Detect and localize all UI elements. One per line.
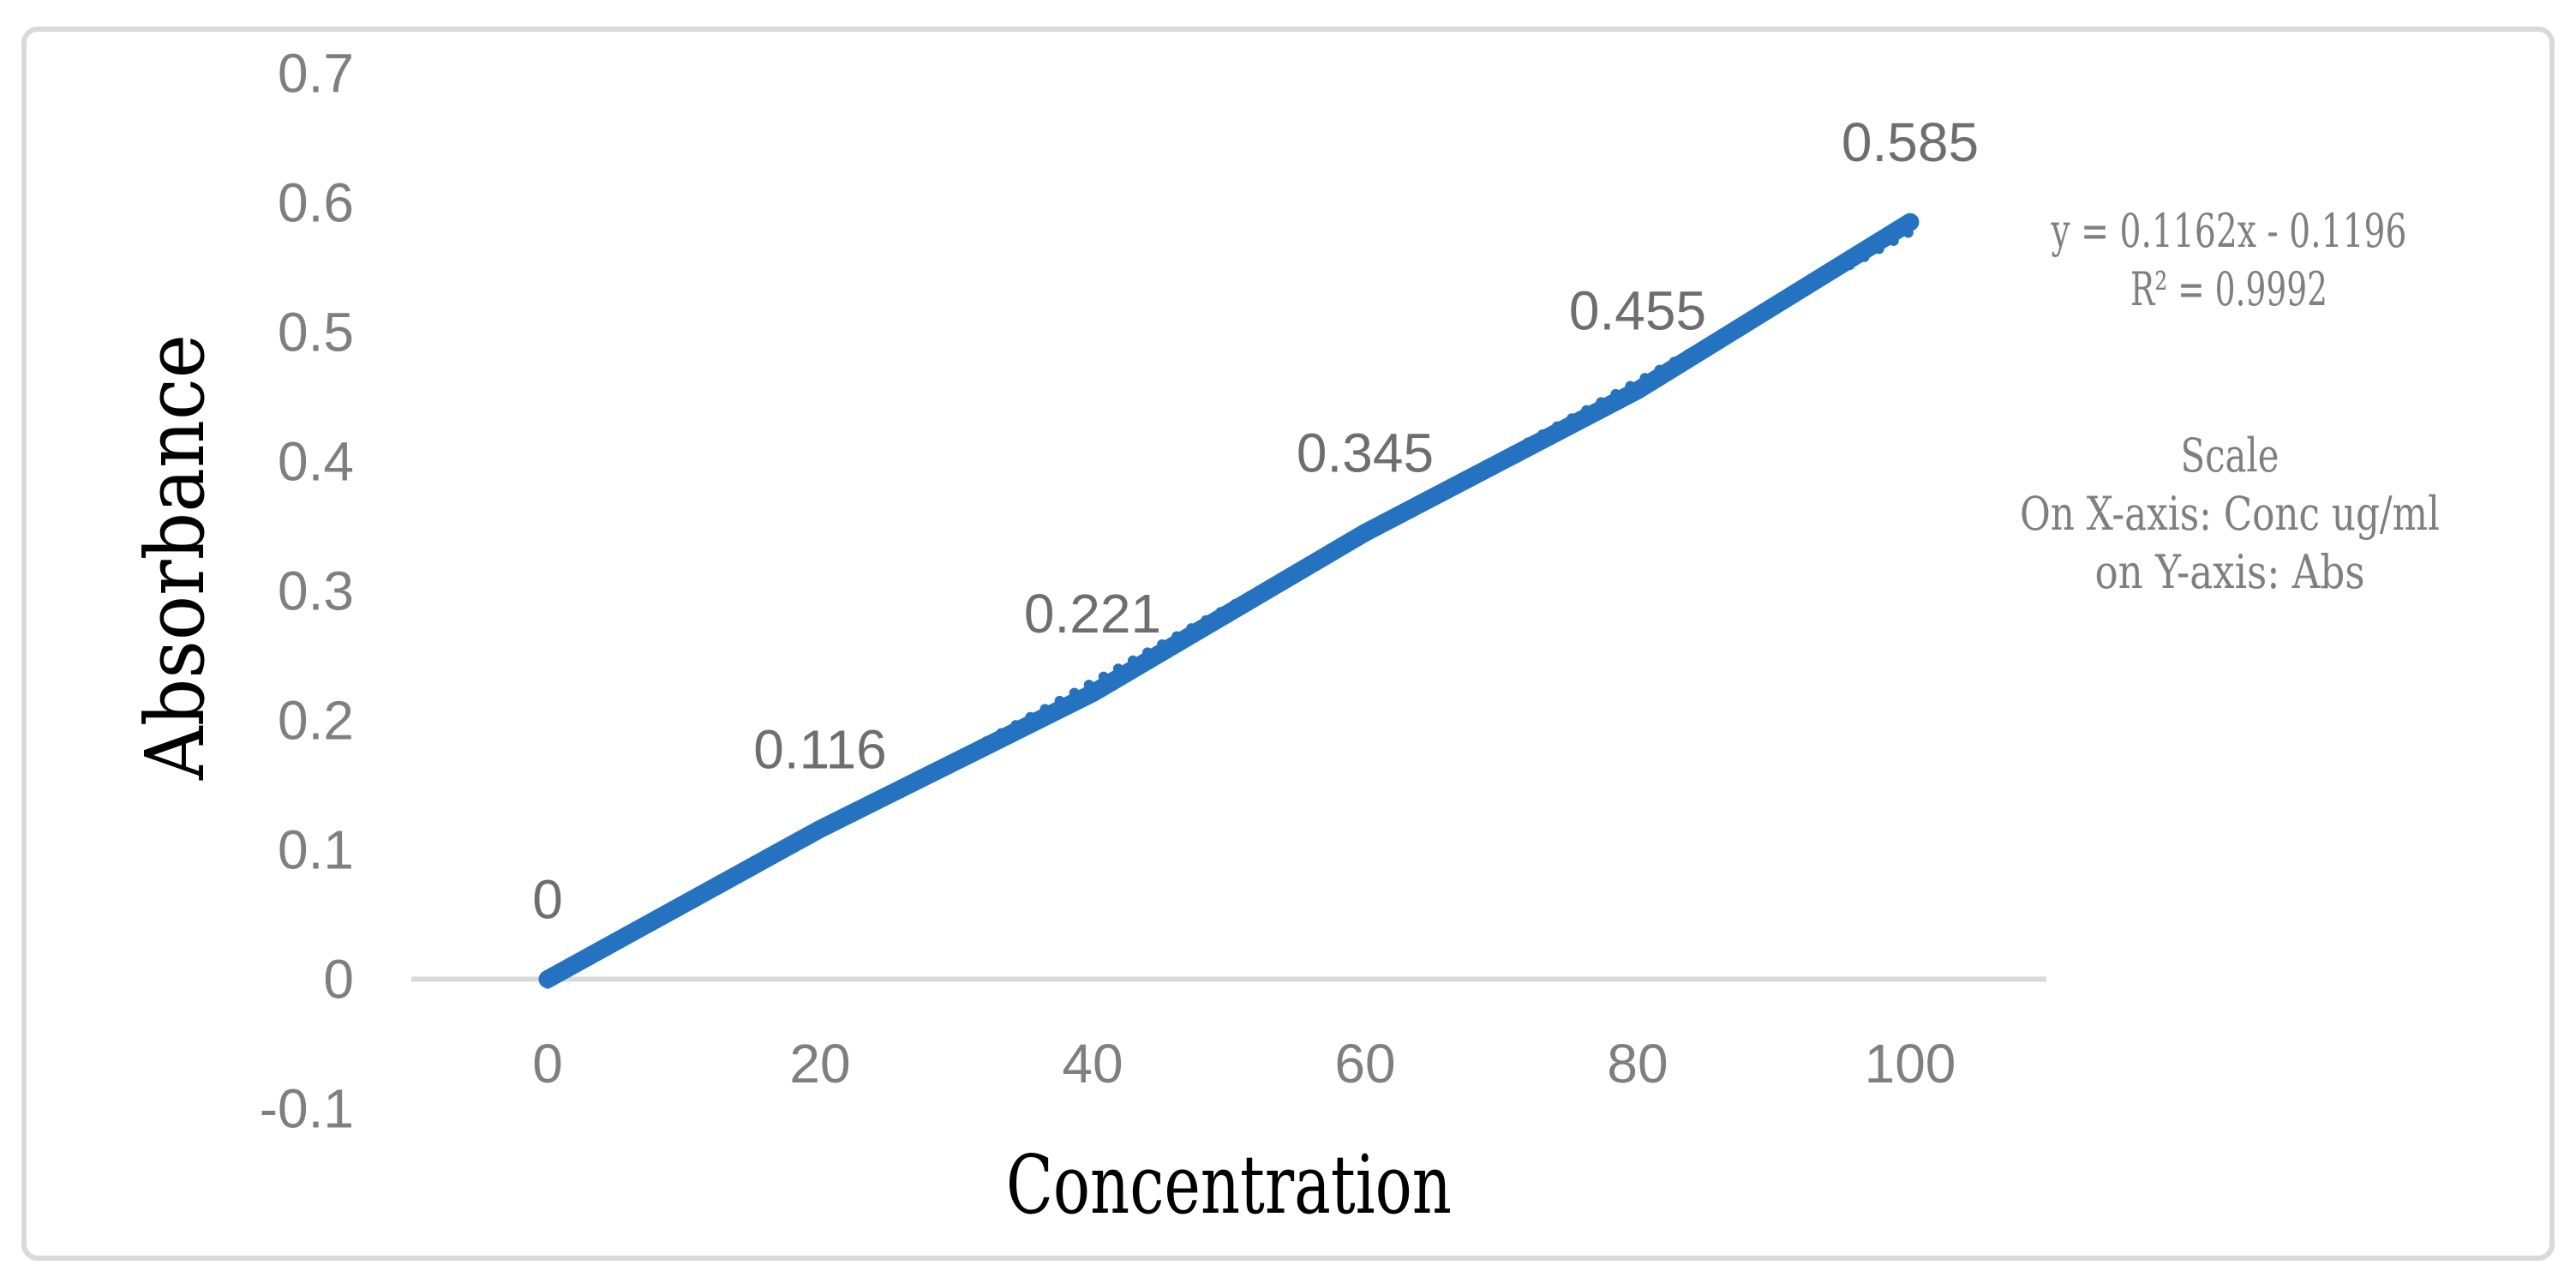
y-tick-label: -0.1 [260,1078,354,1140]
x-tick-label: 100 [1865,1033,1956,1094]
x-axis-tick-labels: 0 20 40 60 80 100 [532,1033,1956,1094]
scale-annotation-line2: On X-axis: Conc ug/ml [2020,487,2440,541]
chart-border [21,27,2555,1261]
x-tick-label: 0 [532,1033,563,1094]
y-tick-label: 0.4 [278,431,354,493]
data-label: 0.455 [1569,279,1706,341]
series-data-labels: 0 0.116 0.221 0.345 0.455 0.585 [532,111,1979,930]
y-tick-label: 0.5 [278,302,354,363]
y-tick-label: 0.1 [278,819,354,881]
x-tick-label: 80 [1607,1033,1668,1094]
data-label: 0.116 [753,718,886,780]
trendline-r-squared: R² = 0.9992 [2130,262,2327,316]
trendline-equation: y = 0.1162x - 0.1196 [2051,204,2407,258]
y-tick-label: 0.7 [278,43,354,105]
x-axis-title: Concentration [1006,1138,1452,1232]
x-tick-label: 60 [1334,1033,1395,1094]
scale-annotation-line3: on Y-axis: Abs [2095,545,2365,599]
x-tick-label: 20 [789,1033,850,1094]
y-axis-title: Absorbance [129,334,223,781]
y-tick-label: 0.3 [278,561,354,622]
data-label: 0 [532,869,563,931]
data-label: 0.585 [1842,111,1979,173]
data-label: 0.221 [1024,583,1161,644]
series-line [538,213,1920,988]
scale-annotation-line1: Scale [2181,429,2279,483]
y-tick-label: 0.2 [278,690,354,752]
y-tick-label: 0.6 [278,172,354,234]
y-axis-tick-labels: 0.7 0.6 0.5 0.4 0.3 0.2 0.1 0 -0.1 [260,43,354,1140]
x-tick-label: 40 [1062,1033,1123,1094]
y-tick-label: 0 [323,949,354,1010]
data-label: 0.345 [1297,423,1434,484]
